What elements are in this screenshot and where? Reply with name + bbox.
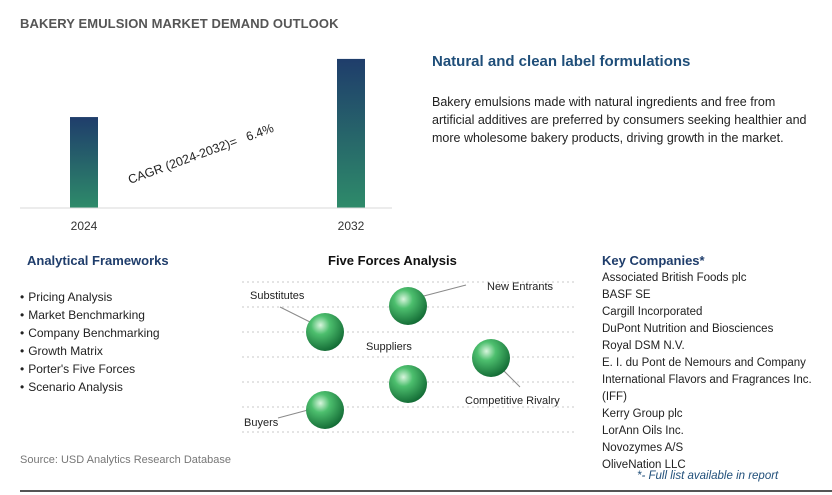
- substitutes-sphere: [306, 313, 344, 351]
- buyers-sphere: [306, 391, 344, 429]
- framework-item: Porter's Five Forces: [20, 360, 160, 378]
- x-tick-label: 2024: [71, 219, 98, 233]
- bar-chart: 2024 2032 CAGR (2024-2032)= 6.4%: [20, 58, 392, 233]
- page-title: BAKERY EMULSION MARKET DEMAND OUTLOOK: [20, 16, 339, 31]
- company-item: BASF SE: [602, 289, 651, 301]
- competitive-rivalry-sphere: [472, 339, 510, 377]
- suppliers-sphere: [389, 365, 427, 403]
- company-item: International Flavors and Fragrances Inc…: [602, 374, 812, 403]
- bottom-divider: [20, 490, 832, 492]
- connector-new-entrants: [419, 284, 467, 298]
- cagr-annotation: CAGR (2024-2032)= 6.4%: [126, 121, 275, 187]
- bar-2024: [70, 117, 98, 208]
- framework-item: Company Benchmarking: [20, 324, 159, 342]
- competitive-rivalry-label: Competitive Rivalry: [465, 395, 560, 407]
- company-item: OliveNation LLC: [602, 459, 686, 468]
- frameworks-list: Pricing Analysis Market Benchmarking Com…: [20, 288, 160, 396]
- company-item: LorAnn Oils Inc.: [602, 425, 684, 437]
- feature-description: Bakery emulsions made with natural ingre…: [432, 95, 807, 145]
- feature-title: Natural and clean label formulations: [432, 53, 691, 70]
- five-forces-title: Five Forces Analysis: [328, 253, 457, 268]
- suppliers-label: Suppliers: [366, 341, 412, 353]
- new-entrants-sphere: [389, 287, 427, 325]
- buyers-label: Buyers: [244, 417, 279, 429]
- key-companies-title: Key Companies*: [602, 253, 705, 268]
- framework-item: Growth Matrix: [20, 342, 160, 360]
- bar-2032: [337, 58, 365, 208]
- five-forces-diagram: Substitutes New Entrants Suppliers Compe…: [242, 281, 574, 433]
- company-item: Kerry Group plc: [602, 408, 683, 420]
- key-companies-list: Associated British Foods plc BASF SE Car…: [602, 270, 827, 468]
- company-item: Novozymes A/S: [602, 442, 684, 454]
- company-item: E. I. du Pont de Nemours and Company: [602, 357, 806, 369]
- frameworks-title: Analytical Frameworks: [27, 253, 169, 268]
- company-item: DuPont Nutrition and Biosciences: [602, 323, 774, 335]
- connector-substitutes: [279, 306, 313, 324]
- new-entrants-label: New Entrants: [487, 281, 554, 293]
- framework-item: Pricing Analysis: [20, 288, 160, 306]
- framework-item: Market Benchmarking: [20, 306, 160, 324]
- x-tick-label: 2032: [338, 219, 365, 233]
- substitutes-label: Substitutes: [250, 290, 305, 302]
- company-item: Cargill Incorporated: [602, 306, 703, 318]
- connector-buyers: [277, 409, 309, 419]
- source-note: Source: USD Analytics Research Database: [20, 454, 231, 466]
- full-list-note: *- Full list available in report: [637, 470, 779, 482]
- company-item: Royal DSM N.V.: [602, 340, 685, 352]
- company-item: Associated British Foods plc: [602, 272, 747, 284]
- framework-item: Scenario Analysis: [20, 378, 160, 396]
